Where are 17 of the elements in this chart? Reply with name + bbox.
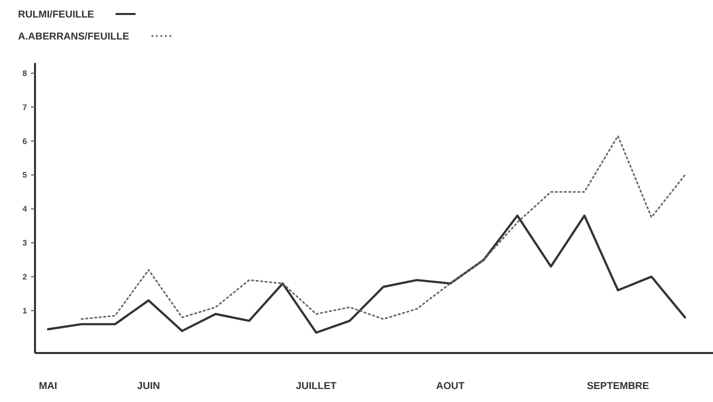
x-tick-label: SEPTEMBRE [586,381,650,392]
y-tick-label: 3 [22,238,28,248]
y-tick-label: 5 [22,170,28,180]
y-tick-label: 4 [22,204,28,214]
x-tick-label: MAI [38,381,58,392]
legend-label: RULMI/FEUILLE [18,10,94,20]
y-tick-label: 1 [22,306,28,316]
y-tick-label: 8 [22,68,28,78]
line-series [80,135,686,320]
y-tick-label: 6 [22,136,28,146]
line-series [46,214,686,334]
x-tick-label: AOUT [436,381,464,392]
y-tick-label: 7 [22,102,28,112]
x-tick-label: JUIN [137,381,160,392]
legend-label: A.ABERRANS/FEUILLE [18,32,130,42]
y-tick-label: 2 [22,272,28,282]
x-tick-label: JUILLET [296,381,336,392]
